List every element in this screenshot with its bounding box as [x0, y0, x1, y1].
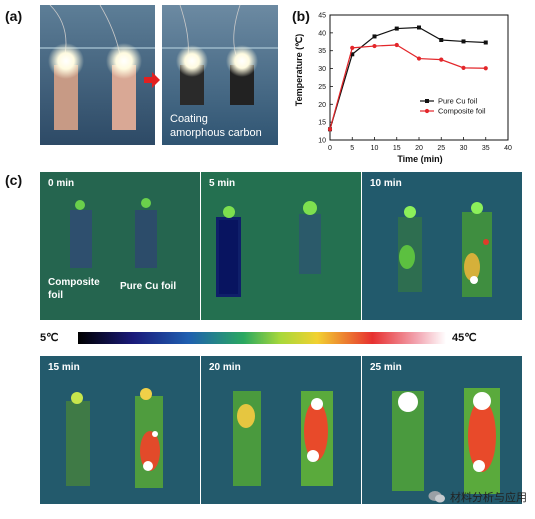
panel-label-a: (a)	[5, 8, 23, 24]
thermal-frame-10min: 10 min	[362, 172, 522, 320]
data-point	[483, 40, 488, 45]
data-point	[372, 43, 377, 49]
legend-label: Pure Cu foil	[438, 97, 478, 106]
y-tick-label: 25	[318, 84, 326, 91]
colorbar-min-label: 5℃	[40, 332, 59, 344]
data-point	[394, 42, 399, 48]
y-tick-label: 20	[318, 102, 326, 109]
x-tick-label: 40	[504, 145, 512, 152]
data-point	[417, 25, 421, 30]
thermal-time-25min: 25 min	[370, 362, 402, 373]
photo-caption-line2: amorphous carbon	[170, 127, 262, 139]
data-point	[350, 52, 355, 57]
data-point	[327, 127, 333, 132]
thermal-frame-15min: 15 min	[40, 356, 200, 504]
data-point	[461, 39, 466, 44]
data-point	[372, 34, 377, 39]
thermal-time-0min: 0 min	[48, 178, 74, 189]
thermal-frame-5min: 5 min	[201, 172, 361, 320]
data-point	[439, 57, 444, 62]
panel-label-c: (c)	[5, 172, 23, 188]
series-line-1	[329, 44, 486, 130]
thermal-frame-20min: 20 min	[201, 356, 361, 504]
label-pure-cu: Pure Cu foil	[120, 281, 176, 292]
y-axis-label: Temperature (℃)	[294, 34, 304, 106]
colorbar	[78, 332, 446, 344]
y-tick-label: 35	[318, 48, 326, 55]
thermal-frame-0min: 0 min Composite foil Pure Cu foil	[40, 172, 200, 320]
thermal-time-5min: 5 min	[209, 178, 235, 189]
x-tick-label: 20	[415, 145, 423, 152]
label-composite: Composite	[48, 277, 100, 288]
y-tick-label: 30	[318, 66, 326, 73]
y-tick-label: 10	[318, 138, 326, 145]
x-tick-label: 0	[328, 145, 332, 152]
data-point	[416, 56, 422, 61]
data-point	[394, 26, 399, 31]
label-foil: foil	[48, 290, 63, 301]
x-tick-label: 5	[350, 145, 354, 152]
wechat-icon	[428, 491, 445, 503]
legend-label: Composite foil	[438, 107, 486, 116]
x-tick-label: 30	[460, 145, 468, 152]
data-point	[461, 65, 466, 70]
data-point	[350, 45, 355, 50]
temperature-chart: 0 5 10 15 20 25 30 35 40 10 15 20 25 30 35 40 45 Pure Cu…	[294, 13, 512, 165]
x-axis-label: Time (min)	[397, 154, 442, 164]
thermal-frame-25min: 25 min	[362, 356, 522, 504]
x-tick-label: 10	[371, 145, 379, 152]
x-tick-label: 15	[393, 145, 401, 152]
photo-caption-line1: Coating	[170, 113, 208, 125]
legend-marker	[425, 99, 429, 103]
y-tick-label: 45	[318, 13, 326, 20]
y-tick-label: 40	[318, 30, 326, 37]
data-point	[439, 38, 444, 42]
thermal-time-10min: 10 min	[370, 178, 402, 189]
colorbar-max-label: 45℃	[452, 332, 477, 344]
series-line-0	[329, 26, 486, 130]
thermal-time-20min: 20 min	[209, 362, 241, 373]
plot-frame	[329, 14, 509, 141]
y-tick-label: 15	[318, 120, 326, 127]
led-photo: Coating amorphous carbon	[40, 5, 278, 145]
panel-label-b: (b)	[292, 8, 310, 24]
watermark-text: 材料分析与应用	[450, 492, 527, 504]
thermal-time-15min: 15 min	[48, 362, 80, 373]
legend-marker	[424, 108, 430, 114]
x-tick-label: 35	[482, 145, 490, 152]
x-tick-label: 25	[437, 145, 445, 152]
watermark: 材料分析与应用	[428, 487, 527, 507]
data-point	[483, 66, 488, 71]
